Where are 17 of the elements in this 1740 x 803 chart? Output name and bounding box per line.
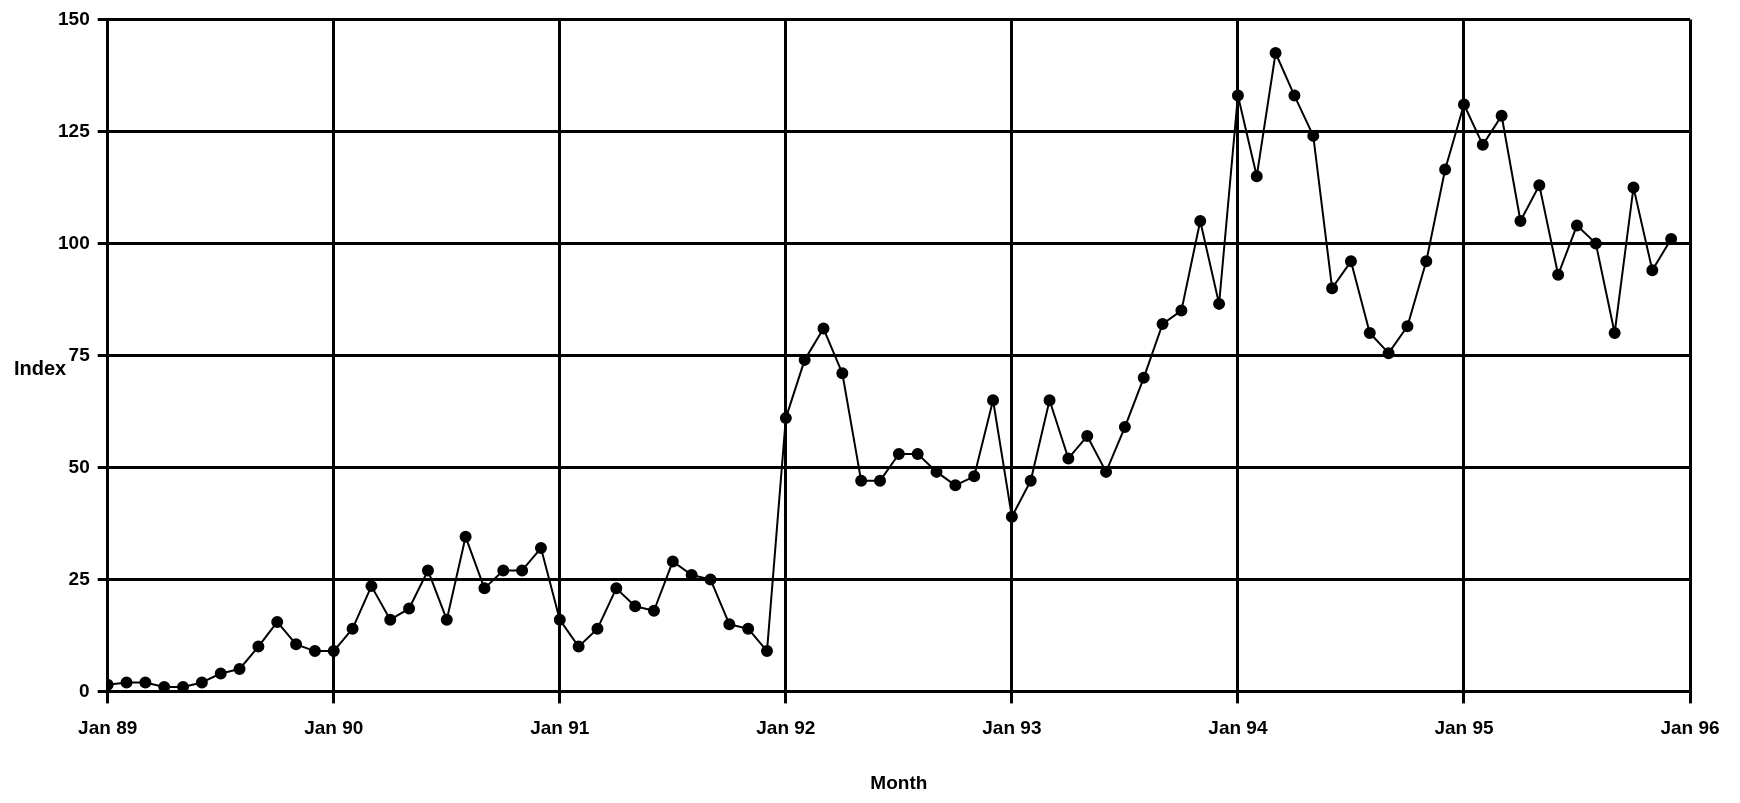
y-tick-label: 0	[79, 679, 90, 701]
y-tick-label: 150	[58, 7, 90, 29]
x-tick-label: Jan 93	[982, 717, 1042, 739]
y-tick-label: 50	[68, 455, 90, 477]
x-tick-label: Jan 94	[1208, 717, 1268, 739]
y-tick-label: 75	[68, 343, 91, 365]
x-axis-title: Month	[870, 771, 928, 793]
x-tick-label: Jan 95	[1434, 717, 1494, 739]
y-tick-label: 125	[58, 119, 91, 141]
x-tick-label: Jan 96	[1660, 717, 1720, 739]
x-tick-label: Jan 91	[530, 717, 590, 739]
x-tick-label: Jan 89	[78, 717, 138, 739]
x-tick-label: Jan 92	[756, 717, 816, 739]
x-tick-label: Jan 90	[304, 717, 364, 739]
y-tick-label: 25	[68, 567, 91, 589]
y-axis-title: Index	[14, 356, 67, 379]
y-tick-label: 100	[58, 231, 90, 253]
